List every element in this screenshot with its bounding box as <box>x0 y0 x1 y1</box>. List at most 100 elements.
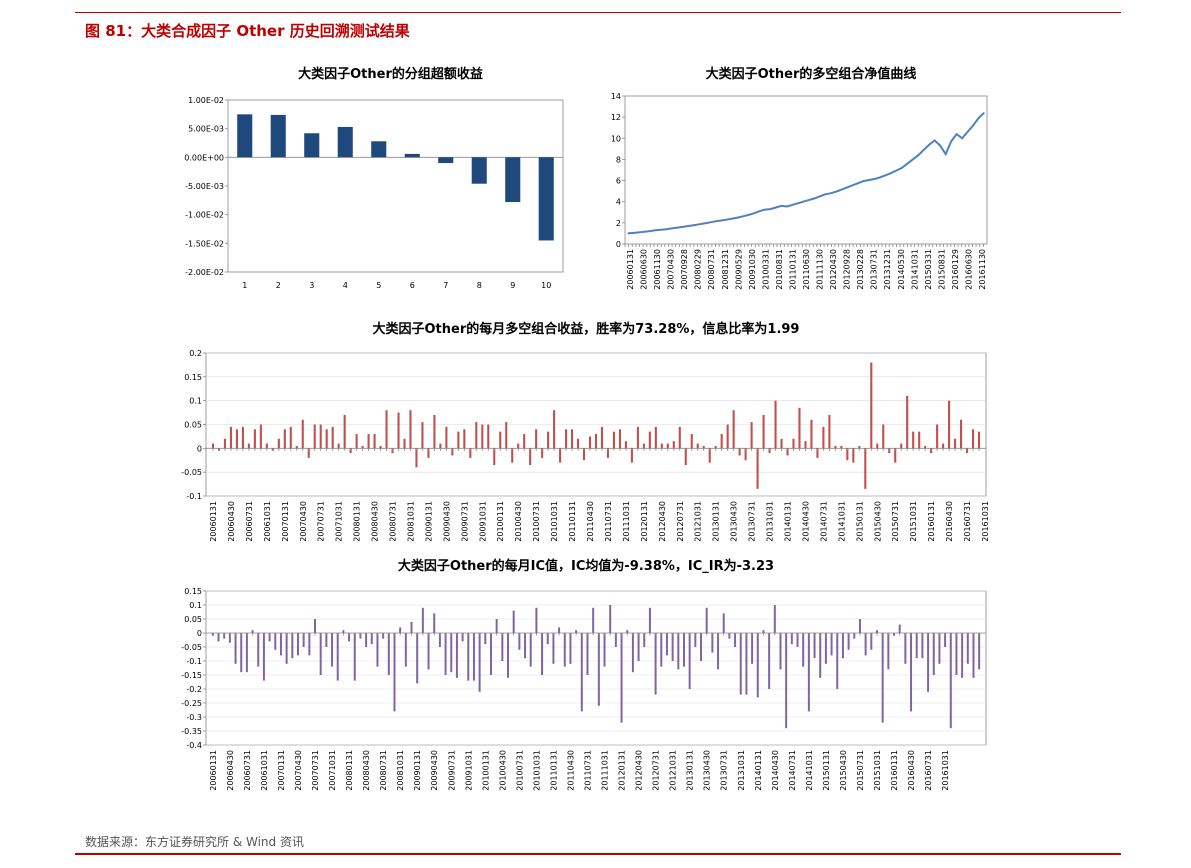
monthly-ic-xtick-label: 20160731 <box>924 750 933 791</box>
nav-point <box>775 206 777 209</box>
nav-point <box>934 139 936 141</box>
monthly-return-bar <box>211 443 215 449</box>
monthly-ic-bar <box>393 633 396 712</box>
monthly-return-bar <box>403 438 406 449</box>
monthly-ic-bar <box>643 633 646 647</box>
nav-point <box>736 216 739 219</box>
monthly-return-bar <box>433 414 436 449</box>
monthly-return-bar <box>870 362 873 449</box>
x-category-label: 8 <box>477 281 482 290</box>
nav-point <box>715 220 717 222</box>
monthly-ic-bar <box>529 633 532 667</box>
monthly-ic-bar <box>870 633 873 650</box>
bar <box>538 157 554 241</box>
monthly-return-xtick-label: 20140731 <box>819 501 828 542</box>
bar <box>371 141 387 158</box>
monthly-return-bar <box>738 448 741 456</box>
nav-point <box>632 232 635 234</box>
monthly-return-bar <box>415 448 418 468</box>
monthly-ic-bar <box>512 610 515 633</box>
nav-point <box>791 204 793 206</box>
monthly-return-bar <box>499 431 502 449</box>
monthly-return-bar <box>654 426 657 449</box>
monthly-ic-bar <box>660 633 663 667</box>
monthly-ic-bar <box>904 633 907 664</box>
monthly-return-bar <box>289 426 292 449</box>
monthly-return-bar <box>385 410 388 449</box>
monthly-return-xtick-label: 20080430 <box>371 501 380 542</box>
bar <box>438 157 454 164</box>
monthly-ic-bar <box>972 633 975 678</box>
nav-point <box>654 229 656 231</box>
monthly-ic-ytick-label: -0.25 <box>181 699 202 708</box>
monthly-return-bar <box>361 445 364 449</box>
monthly-return-ytick-label: -0.05 <box>181 468 202 477</box>
monthly-return-xtick-label: 20110131 <box>568 501 577 542</box>
monthly-return-bar <box>810 419 813 449</box>
long-short-nav-chart: 大类因子Other的多空组合净值曲线 0 2 4 6 8 10 12 14 20060131 200… <box>611 66 988 290</box>
monthly-return-ytick-label: 0 <box>197 444 202 453</box>
monthly-return-xtick-label: 20110731 <box>604 501 613 542</box>
monthly-ic-bar <box>296 633 299 656</box>
monthly-return-bar <box>421 422 424 449</box>
monthly-ic-bar <box>614 633 617 647</box>
monthly-return-bar <box>732 410 735 449</box>
monthly-return-bar <box>774 400 777 449</box>
monthly-return-bar <box>541 448 544 458</box>
monthly-ic-bar <box>478 633 481 692</box>
monthly-return-bar <box>792 438 795 449</box>
monthly-ic-bar <box>773 605 776 633</box>
monthly-ic-bar <box>580 633 583 712</box>
monthly-return-xtick-label: 20140131 <box>784 501 793 542</box>
monthly-return-bar <box>798 407 801 449</box>
monthly-return-bar <box>852 448 855 463</box>
monthly-ic-bar <box>592 607 595 633</box>
monthly-return-bar <box>301 419 304 449</box>
monthly-ic-xtick-label: 20070430 <box>294 750 303 791</box>
nav-point <box>725 219 728 221</box>
monthly-ic-bar <box>864 633 867 656</box>
grouped-ytick-label: 1.00E-02 <box>188 96 224 105</box>
monthly-ic-xtick-label: 20140131 <box>754 750 763 791</box>
monthly-return-bar <box>265 443 268 449</box>
monthly-ic-xtick-label: 20091031 <box>464 750 473 791</box>
bar <box>471 157 487 184</box>
x-category-label: 1 <box>242 281 247 290</box>
monthly-return-bar <box>780 438 783 449</box>
chart-title: 大类因子Other的分组超额收益 <box>298 66 483 82</box>
monthly-return-bar <box>529 448 532 466</box>
monthly-return-bar <box>708 448 711 463</box>
monthly-ic-xtick-label: 20090430 <box>430 750 439 791</box>
nav-point <box>841 188 843 191</box>
nav-xtick-label: 20131231 <box>883 249 892 290</box>
monthly-ic-bar <box>563 633 566 667</box>
monthly-return-bar <box>493 448 496 466</box>
x-category-label: 2 <box>276 281 281 290</box>
monthly-ic-bar <box>756 633 759 698</box>
nav-point <box>851 184 854 186</box>
monthly-ic-xtick-label: 20070731 <box>311 750 320 791</box>
monthly-ic-bar <box>399 627 402 633</box>
monthly-ic-xtick-label: 20131031 <box>737 750 746 791</box>
nav-point <box>660 229 662 231</box>
monthly-return-bar <box>660 443 663 449</box>
monthly-ic-bar <box>745 633 748 695</box>
monthly-ic-xtick-label: 20110430 <box>566 750 575 791</box>
monthly-ic-xtick-label: 20110731 <box>583 750 592 791</box>
monthly-ic-bar <box>671 633 674 661</box>
nav-point <box>983 112 985 114</box>
monthly-return-xtick-label: 20100131 <box>496 501 505 542</box>
monthly-return-bar <box>277 438 280 449</box>
monthly-return-bar <box>451 448 454 456</box>
nav-xtick-label: 20130731 <box>870 249 879 290</box>
monthly-ic-bar <box>779 633 782 670</box>
monthly-ic-bar <box>824 633 827 664</box>
x-category-label: 9 <box>510 281 515 290</box>
monthly-return-bar <box>816 448 819 458</box>
monthly-ic-xtick-label: 20141031 <box>805 750 814 791</box>
monthly-ic-bar <box>489 633 492 675</box>
monthly-ic-bar <box>927 633 930 692</box>
monthly-ic-bar <box>262 633 265 681</box>
monthly-return-bar <box>439 443 442 449</box>
monthly-ic-bar <box>915 633 918 659</box>
